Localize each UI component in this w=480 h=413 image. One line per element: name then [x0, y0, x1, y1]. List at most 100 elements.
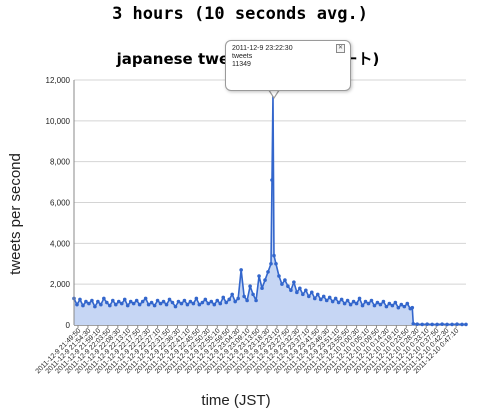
data-point: [460, 322, 464, 327]
data-point: [363, 299, 368, 304]
data-point: [182, 298, 187, 303]
data-point: [304, 288, 308, 293]
data-point: [369, 298, 374, 303]
y-tick-label: 8,000: [50, 158, 71, 167]
data-point: [203, 297, 208, 302]
data-point: [360, 303, 365, 308]
data-point: [137, 302, 142, 307]
data-point: [464, 322, 468, 327]
data-point: [134, 298, 139, 303]
data-point: [357, 296, 362, 301]
data-point: [251, 292, 255, 297]
data-point: [113, 302, 118, 307]
data-point: [119, 301, 124, 306]
data-point: [122, 297, 127, 302]
data-point: [164, 302, 169, 307]
data-point: [158, 301, 163, 306]
data-point: [405, 301, 410, 306]
data-point: [233, 299, 237, 304]
data-point: [152, 303, 157, 308]
data-point: [260, 286, 264, 291]
data-point: [402, 304, 407, 309]
data-point: [286, 284, 290, 289]
data-point: [173, 304, 178, 309]
y-tick-label: 12,000: [46, 76, 71, 85]
data-point: [87, 301, 91, 306]
tooltip-close-button[interactable]: ✕: [336, 44, 345, 53]
data-point: [301, 292, 305, 297]
x-axis-title: time (JST): [201, 392, 270, 409]
data-point: [345, 298, 350, 303]
data-point: [274, 261, 278, 266]
tooltip-series: tweets: [232, 53, 253, 60]
data-point: [227, 297, 232, 302]
data-point: [342, 301, 347, 306]
y-tick-label: 2,000: [50, 280, 71, 289]
data-point: [254, 298, 258, 303]
tooltip-time: 2011-12-9 23:22:30: [232, 45, 293, 52]
series-area: [74, 93, 466, 325]
data-point: [84, 299, 88, 304]
data-point: [197, 302, 202, 307]
data-tooltip: 2011-12-9 23:22:30 tweets 11349 ✕: [225, 40, 351, 91]
data-point: [245, 298, 249, 303]
data-point: [410, 305, 415, 310]
data-point: [200, 300, 205, 305]
data-point: [269, 261, 273, 266]
data-point: [333, 296, 338, 301]
data-point: [221, 295, 226, 300]
data-point: [366, 301, 371, 306]
data-point: [420, 322, 425, 327]
data-point: [348, 302, 353, 307]
data-point: [309, 290, 314, 295]
data-point: [105, 300, 109, 305]
data-point: [230, 292, 234, 297]
data-point: [116, 299, 121, 304]
data-point: [277, 274, 281, 278]
data-point: [188, 299, 193, 304]
data-point: [327, 295, 332, 300]
data-point: [140, 299, 145, 304]
data-point: [209, 299, 214, 304]
data-point: [272, 253, 276, 258]
data-point: [387, 301, 392, 306]
data-point: [96, 299, 100, 304]
y-tick-label: 10,000: [46, 117, 71, 126]
data-point: [215, 298, 220, 303]
data-point: [351, 299, 356, 304]
data-point: [146, 302, 151, 307]
data-point: [339, 297, 344, 302]
data-point: [450, 322, 454, 327]
data-point: [425, 322, 429, 326]
data-point: [354, 301, 359, 306]
data-point: [381, 299, 386, 304]
data-point: [266, 270, 270, 274]
data-point: [131, 301, 136, 306]
data-point: [93, 304, 97, 309]
data-point: [384, 304, 389, 309]
data-point: [191, 301, 196, 306]
data-point: [307, 294, 311, 299]
data-point: [445, 322, 449, 327]
data-point: [185, 302, 190, 307]
data-point: [263, 278, 267, 282]
data-point: [415, 322, 420, 326]
data-point: [206, 301, 211, 306]
data-point: [280, 282, 284, 286]
data-point: [167, 297, 172, 302]
data-point: [440, 322, 444, 326]
data-point: [321, 294, 326, 299]
data-point: [111, 298, 115, 303]
data-point: [128, 299, 133, 304]
data-point: [90, 298, 94, 303]
tooltip-value: 11349: [232, 61, 251, 68]
y-axis-title: tweets per second: [7, 153, 24, 275]
y-tick-label: 6,000: [50, 199, 71, 208]
data-point: [102, 296, 106, 301]
data-point: [81, 303, 85, 308]
data-point: [315, 292, 320, 297]
data-point: [149, 300, 154, 305]
data-point: [295, 290, 299, 295]
